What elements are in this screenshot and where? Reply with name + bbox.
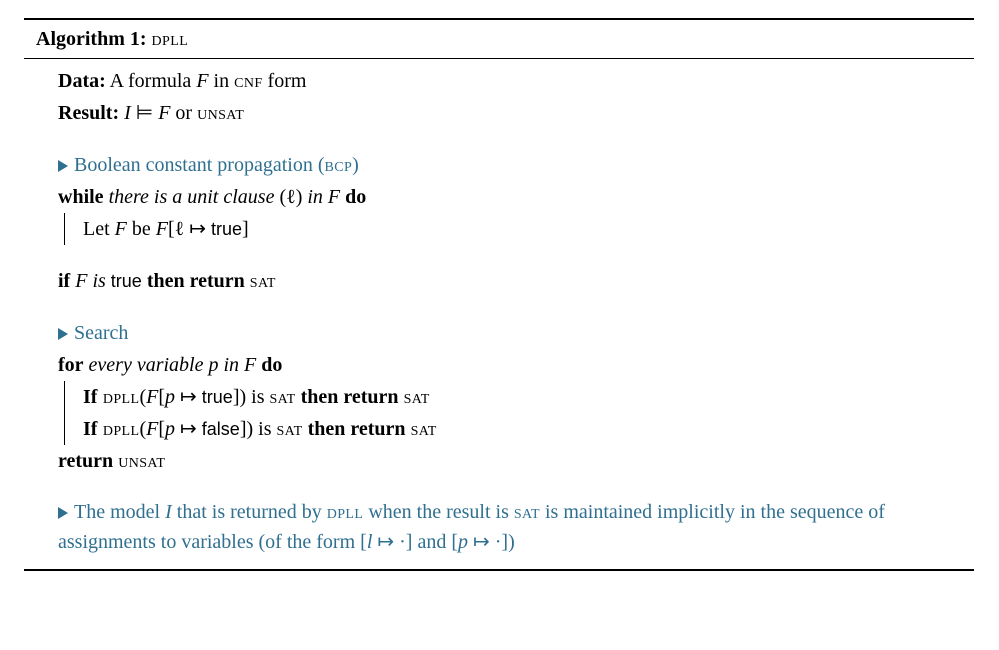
then-return-keyword: then return: [303, 418, 411, 440]
comment-text: Search: [74, 322, 128, 344]
text: be: [127, 218, 156, 240]
if-sat-line: if F is true then return sat: [58, 265, 968, 297]
return-unsat-line: return unsat: [58, 445, 968, 477]
footer-text: that is returned by: [172, 501, 327, 523]
return-keyword: return: [58, 450, 118, 472]
while-keyword: while: [58, 186, 104, 208]
var-F: F: [70, 270, 87, 292]
sat: sat: [514, 501, 540, 523]
comment-text: ): [352, 154, 359, 176]
false-literal: false: [202, 419, 240, 439]
text: A formula: [106, 70, 197, 92]
cnf: cnf: [234, 70, 262, 92]
algorithm-header: Algorithm 1: dpll: [24, 20, 974, 59]
for-body: If dpll(F[p ↦ true]) is sat then return …: [64, 381, 968, 445]
while-cond: in F: [302, 186, 345, 208]
var-p: p: [458, 531, 468, 553]
sat: sat: [250, 270, 276, 292]
unsat: unsat: [197, 102, 244, 124]
text: or: [170, 102, 197, 124]
bcp: bcp: [325, 154, 353, 176]
while-clause: (ℓ): [279, 186, 302, 208]
then-return-keyword: then return: [142, 270, 250, 292]
unsat: unsat: [118, 450, 165, 472]
then-return-keyword: then return: [296, 386, 404, 408]
if-keyword: If: [83, 386, 97, 408]
var-F: F: [146, 418, 158, 440]
footer-text: when the result is: [363, 501, 514, 523]
comment-bcp: Boolean constant propagation (bcp): [58, 149, 968, 181]
models-symbol: ⊨: [131, 102, 158, 124]
sat: sat: [269, 386, 295, 408]
footer-text: The model: [74, 501, 165, 523]
triangle-icon: [58, 328, 68, 340]
comment-footer: The model I that is returned by dpll whe…: [58, 497, 958, 557]
var-p: p: [165, 418, 175, 440]
true-literal: true: [202, 387, 233, 407]
var-F: F: [156, 218, 168, 240]
if-keyword: If: [83, 418, 97, 440]
for-keyword: for: [58, 354, 84, 376]
algorithm-body: Data: A formula F in cnf form Result: I …: [24, 59, 974, 569]
algorithm-box: Algorithm 1: dpll Data: A formula F in c…: [24, 18, 974, 571]
text: ↦: [175, 386, 202, 408]
algorithm-name: dpll: [152, 28, 189, 50]
var-F: F: [196, 70, 208, 92]
dpll-call: dpll: [97, 386, 139, 408]
for-line: for every variable p in F do: [58, 349, 968, 381]
data-label: Data:: [58, 70, 106, 92]
sat: sat: [404, 386, 430, 408]
var-F: F: [146, 386, 158, 408]
triangle-icon: [58, 160, 68, 172]
comment-text: Boolean constant propagation (: [74, 154, 325, 176]
dpll-call: dpll: [97, 418, 139, 440]
var-F: F: [115, 218, 127, 240]
sat: sat: [276, 418, 302, 440]
var-F: F: [158, 102, 170, 124]
subst: [ℓ ↦: [168, 218, 211, 240]
recursive-call-false: If dpll(F[p ↦ false]) is sat then return…: [83, 413, 968, 445]
result-line: Result: I ⊨ F or unsat: [58, 97, 968, 129]
triangle-icon: [58, 507, 68, 519]
var-p: p: [165, 386, 175, 408]
text: Let: [83, 218, 115, 240]
do-keyword: do: [261, 354, 282, 376]
footer-text: ↦ ·] and [: [372, 531, 458, 553]
if-keyword: if: [58, 270, 70, 292]
text: ↦: [175, 418, 202, 440]
var-I: I: [119, 102, 131, 124]
var-I: I: [165, 501, 172, 523]
sat: sat: [411, 418, 437, 440]
algorithm-label: Algorithm 1:: [36, 28, 147, 50]
while-body: Let F be F[ℓ ↦ true]: [64, 213, 968, 245]
true-literal: true: [111, 271, 142, 291]
text: is: [87, 270, 110, 292]
text: in: [209, 70, 235, 92]
subst: ]: [242, 218, 249, 240]
do-keyword: do: [345, 186, 366, 208]
for-cond: every variable p in F: [84, 354, 262, 376]
result-label: Result:: [58, 102, 119, 124]
true-literal: true: [211, 219, 242, 239]
data-line: Data: A formula F in cnf form: [58, 65, 968, 97]
text: form: [263, 70, 307, 92]
footer-text: ↦ ·]): [468, 531, 515, 553]
text: ]) is: [233, 386, 270, 408]
dpll-name: dpll: [327, 501, 364, 523]
recursive-call-true: If dpll(F[p ↦ true]) is sat then return …: [83, 381, 968, 413]
while-cond: there is a unit clause: [104, 186, 280, 208]
text: ]) is: [240, 418, 277, 440]
comment-search: Search: [58, 317, 968, 349]
let-line: Let F be F[ℓ ↦ true]: [83, 213, 968, 245]
while-line: while there is a unit clause (ℓ) in F do: [58, 181, 968, 213]
text: [: [158, 386, 165, 408]
text: [: [158, 418, 165, 440]
